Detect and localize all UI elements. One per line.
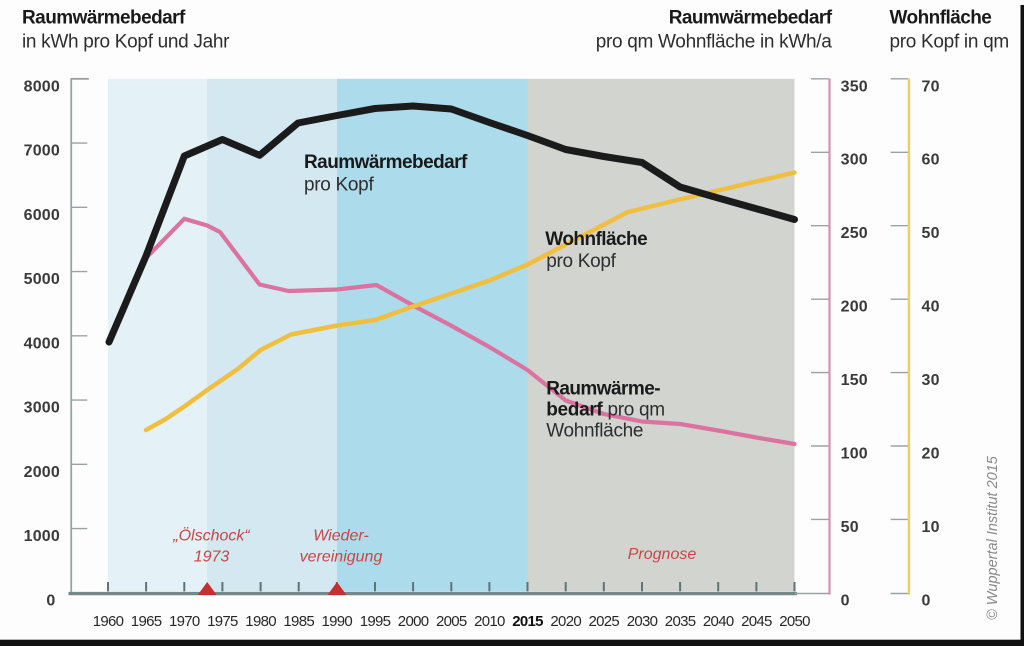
svg-text:Raumwärmebedarf: Raumwärmebedarf (22, 8, 186, 29)
svg-text:1985: 1985 (283, 613, 314, 630)
svg-text:5000: 5000 (24, 271, 60, 288)
svg-text:2045: 2045 (741, 613, 772, 630)
svg-text:2010: 2010 (474, 613, 505, 630)
svg-text:Prognose: Prognose (628, 546, 697, 563)
svg-text:2000: 2000 (398, 613, 429, 630)
svg-text:40: 40 (922, 299, 940, 316)
svg-text:1995: 1995 (360, 613, 391, 630)
svg-text:1970: 1970 (169, 613, 200, 630)
svg-text:250: 250 (841, 225, 868, 242)
svg-text:0: 0 (46, 592, 55, 609)
svg-text:60: 60 (922, 152, 940, 169)
svg-text:350: 350 (841, 78, 868, 95)
svg-text:2020: 2020 (550, 613, 581, 630)
svg-text:pro Kopf: pro Kopf (304, 175, 374, 196)
svg-text:Raumwärmebedarf: Raumwärmebedarf (669, 8, 833, 29)
svg-text:100: 100 (841, 445, 868, 462)
svg-text:pro Kopf in qm: pro Kopf in qm (890, 32, 1009, 53)
svg-text:in kWh pro Kopf und Jahr: in kWh pro Kopf und Jahr (22, 32, 230, 53)
svg-text:1975: 1975 (207, 613, 238, 630)
svg-text:1980: 1980 (245, 613, 276, 630)
svg-text:2015: 2015 (512, 613, 543, 630)
svg-text:Raumwärme-: Raumwärme- (546, 379, 660, 400)
svg-text:1960: 1960 (93, 613, 124, 630)
svg-text:1965: 1965 (131, 613, 162, 630)
svg-text:Raumwärmebedarf: Raumwärmebedarf (304, 152, 468, 173)
svg-text:„Ölschock“: „Ölschock“ (172, 527, 251, 545)
svg-text:Wohnfläche: Wohnfläche (546, 421, 643, 442)
svg-text:2040: 2040 (703, 613, 734, 630)
svg-text:Wohnfläche: Wohnfläche (545, 229, 647, 250)
svg-text:1990: 1990 (322, 613, 353, 630)
svg-text:200: 200 (841, 299, 868, 316)
svg-text:300: 300 (841, 152, 868, 169)
svg-text:© Wuppertal Institut 2015: © Wuppertal Institut 2015 (985, 455, 1001, 620)
svg-text:8000: 8000 (24, 78, 60, 95)
svg-text:3000: 3000 (24, 400, 60, 417)
svg-text:1973: 1973 (194, 549, 230, 566)
svg-text:2000: 2000 (24, 464, 60, 481)
svg-text:2050: 2050 (779, 613, 810, 630)
svg-text:vereinigung: vereinigung (300, 549, 383, 566)
svg-text:pro qm Wohnfläche in kWh/a: pro qm Wohnfläche in kWh/a (596, 32, 833, 53)
svg-text:4000: 4000 (24, 335, 60, 352)
svg-text:pro Kopf: pro Kopf (546, 251, 616, 272)
svg-text:2025: 2025 (589, 613, 620, 630)
svg-text:1000: 1000 (24, 528, 60, 545)
svg-text:2005: 2005 (436, 613, 467, 630)
svg-text:70: 70 (922, 78, 940, 95)
svg-text:0: 0 (922, 592, 931, 609)
svg-text:2035: 2035 (665, 613, 696, 630)
svg-text:30: 30 (922, 372, 940, 389)
svg-text:Wohnfläche: Wohnfläche (890, 8, 992, 29)
svg-text:bedarf pro qm: bedarf pro qm (546, 400, 665, 421)
svg-text:50: 50 (841, 519, 859, 536)
svg-text:20: 20 (922, 445, 940, 462)
svg-text:Wieder-: Wieder- (313, 528, 369, 545)
svg-text:7000: 7000 (24, 143, 60, 160)
svg-text:50: 50 (922, 225, 940, 242)
svg-text:0: 0 (841, 592, 850, 609)
svg-text:10: 10 (922, 519, 940, 536)
svg-text:150: 150 (841, 372, 868, 389)
svg-text:6000: 6000 (24, 207, 60, 224)
svg-text:2030: 2030 (627, 613, 658, 630)
